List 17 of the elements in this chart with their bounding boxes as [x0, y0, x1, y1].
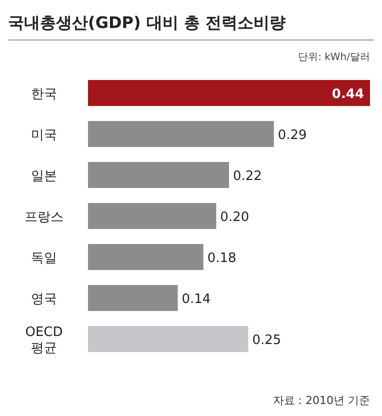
- subtitle: 단위: kWh/달러: [298, 52, 370, 63]
- category-label: 영국: [31, 292, 57, 307]
- category-label: 미국: [31, 128, 57, 143]
- value-label: 0.20: [220, 210, 250, 225]
- value-label: 0.44: [332, 87, 364, 102]
- value-label: 0.22: [233, 169, 262, 184]
- category-label: 프랑스: [24, 210, 64, 225]
- annotation: 자료 : 2010년 기준: [272, 394, 370, 407]
- category-label: 일본: [31, 169, 57, 184]
- value-label: 0.14: [182, 292, 211, 307]
- category-label: 한국: [31, 87, 57, 102]
- value-label: 0.18: [207, 251, 236, 266]
- value-label: 0.29: [278, 128, 307, 143]
- value-label: 0.25: [252, 333, 282, 348]
- category-label: 독일: [31, 251, 57, 266]
- title: 국내총생산(GDP) 대비 총 전력소비량: [8, 13, 286, 32]
- category-label: OECD 평균: [25, 325, 63, 356]
